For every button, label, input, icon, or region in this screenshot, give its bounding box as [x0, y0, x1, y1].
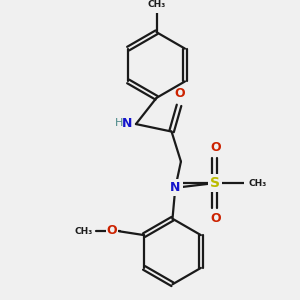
Text: H: H	[114, 118, 123, 128]
Text: CH₃: CH₃	[248, 178, 267, 188]
Text: S: S	[210, 176, 220, 190]
Text: O: O	[210, 212, 221, 225]
Text: N: N	[122, 117, 132, 130]
Text: O: O	[210, 141, 221, 154]
Text: N: N	[170, 181, 181, 194]
Text: O: O	[175, 87, 185, 100]
Text: CH₃: CH₃	[74, 227, 92, 236]
Text: CH₃: CH₃	[147, 0, 166, 9]
Text: O: O	[106, 224, 117, 237]
